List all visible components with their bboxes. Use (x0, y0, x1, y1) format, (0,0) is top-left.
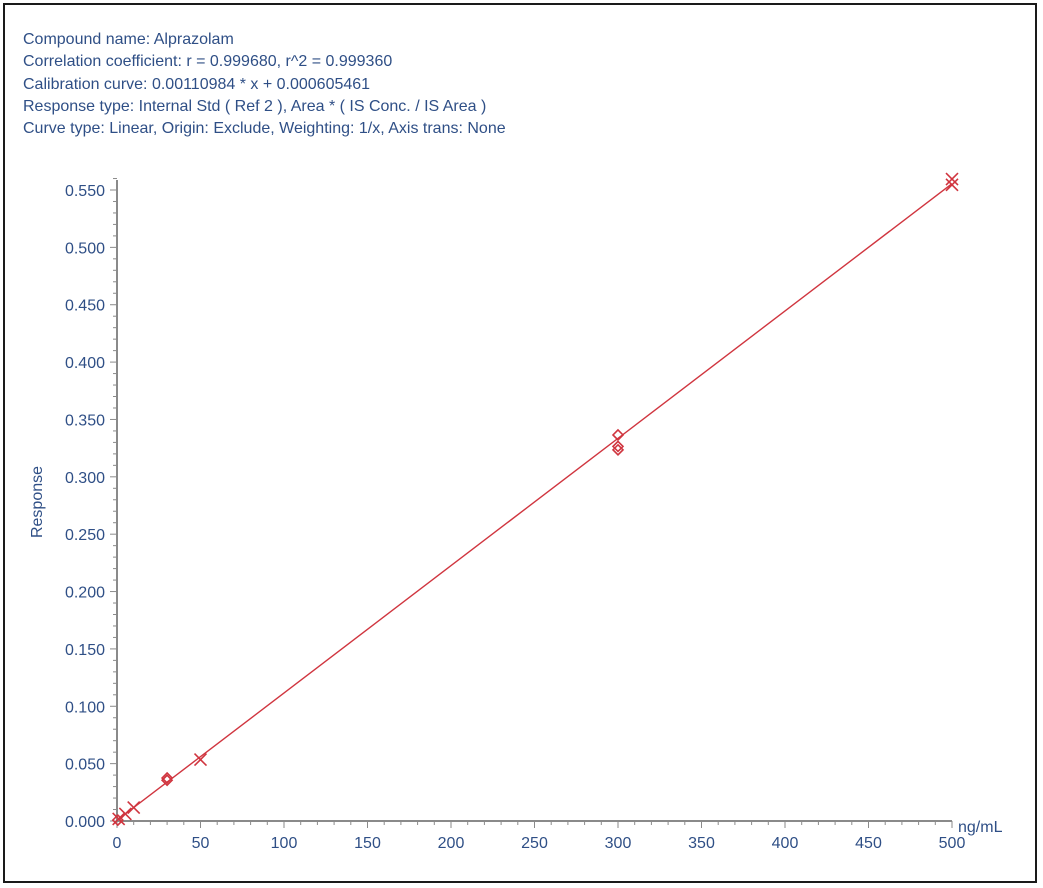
y-tick-label: 0.500 (65, 240, 105, 257)
x-axis-unit-label: ng/mL (958, 819, 1003, 836)
curve-type-text: Curve type: Linear, Origin: Exclude, Wei… (23, 120, 506, 138)
diamond-marker-point (111, 813, 124, 827)
response-type-text: Response type: Internal Std ( Ref 2 ), A… (23, 97, 487, 115)
chart-frame (3, 3, 1037, 883)
fit-line (116, 183, 953, 821)
y-tick-label: 0.550 (65, 183, 105, 200)
calibration-text: Calibration curve: 0.00110984 * x + 0.00… (23, 75, 371, 93)
diamond-marker-point (160, 771, 174, 785)
x-marker-point (945, 172, 959, 186)
x-tick-label: 0 (113, 835, 122, 852)
x-tick-label: 400 (772, 835, 799, 852)
x-tick-label: 200 (438, 835, 465, 852)
y-tick-label: 0.150 (65, 642, 105, 659)
fit-line-group (116, 183, 953, 821)
diamond-marker-point (611, 440, 625, 453)
x-tick-label: 300 (605, 835, 632, 852)
diamond-marker-point (611, 443, 625, 456)
x-tick-label: 350 (688, 835, 715, 852)
y-tick-label: 0.350 (65, 412, 105, 429)
y-tick-label: 0.200 (65, 585, 105, 602)
x-marker-point (945, 178, 959, 192)
y-tick-label: 0.300 (65, 470, 105, 487)
y-tick-label: 0.250 (65, 527, 105, 544)
y-tick-label: 0.050 (65, 757, 105, 774)
correlation-text: Correlation coefficient: r = 0.999680, r… (23, 53, 393, 71)
x-tick-label: 150 (354, 835, 381, 852)
y-tick-label: 0.450 (65, 298, 105, 315)
x-tick-label: 250 (521, 835, 548, 852)
y-tick-label: 0.400 (65, 355, 105, 372)
x-tick-label: 50 (192, 835, 210, 852)
y-tick-label: 0.000 (65, 814, 105, 831)
axes: 0.000 0.050 0.100 0.150 0.200 0.250 0.300 0.350… (65, 178, 966, 852)
compound-name-text: Compound name: Alprazolam (23, 31, 234, 48)
x-tick-label: 500 (939, 835, 966, 852)
x-marker-point (127, 801, 141, 815)
y-tick-label: 0.100 (65, 699, 105, 716)
x-marker-point (193, 753, 208, 767)
x-tick-label: 450 (855, 835, 882, 852)
chart-header: Compound name: Alprazolam Correlation co… (23, 29, 506, 140)
x-tick-label: 100 (271, 835, 298, 852)
y-axis-title: Response (29, 466, 46, 538)
diamond-marker-point (611, 428, 625, 442)
data-points (111, 172, 959, 827)
